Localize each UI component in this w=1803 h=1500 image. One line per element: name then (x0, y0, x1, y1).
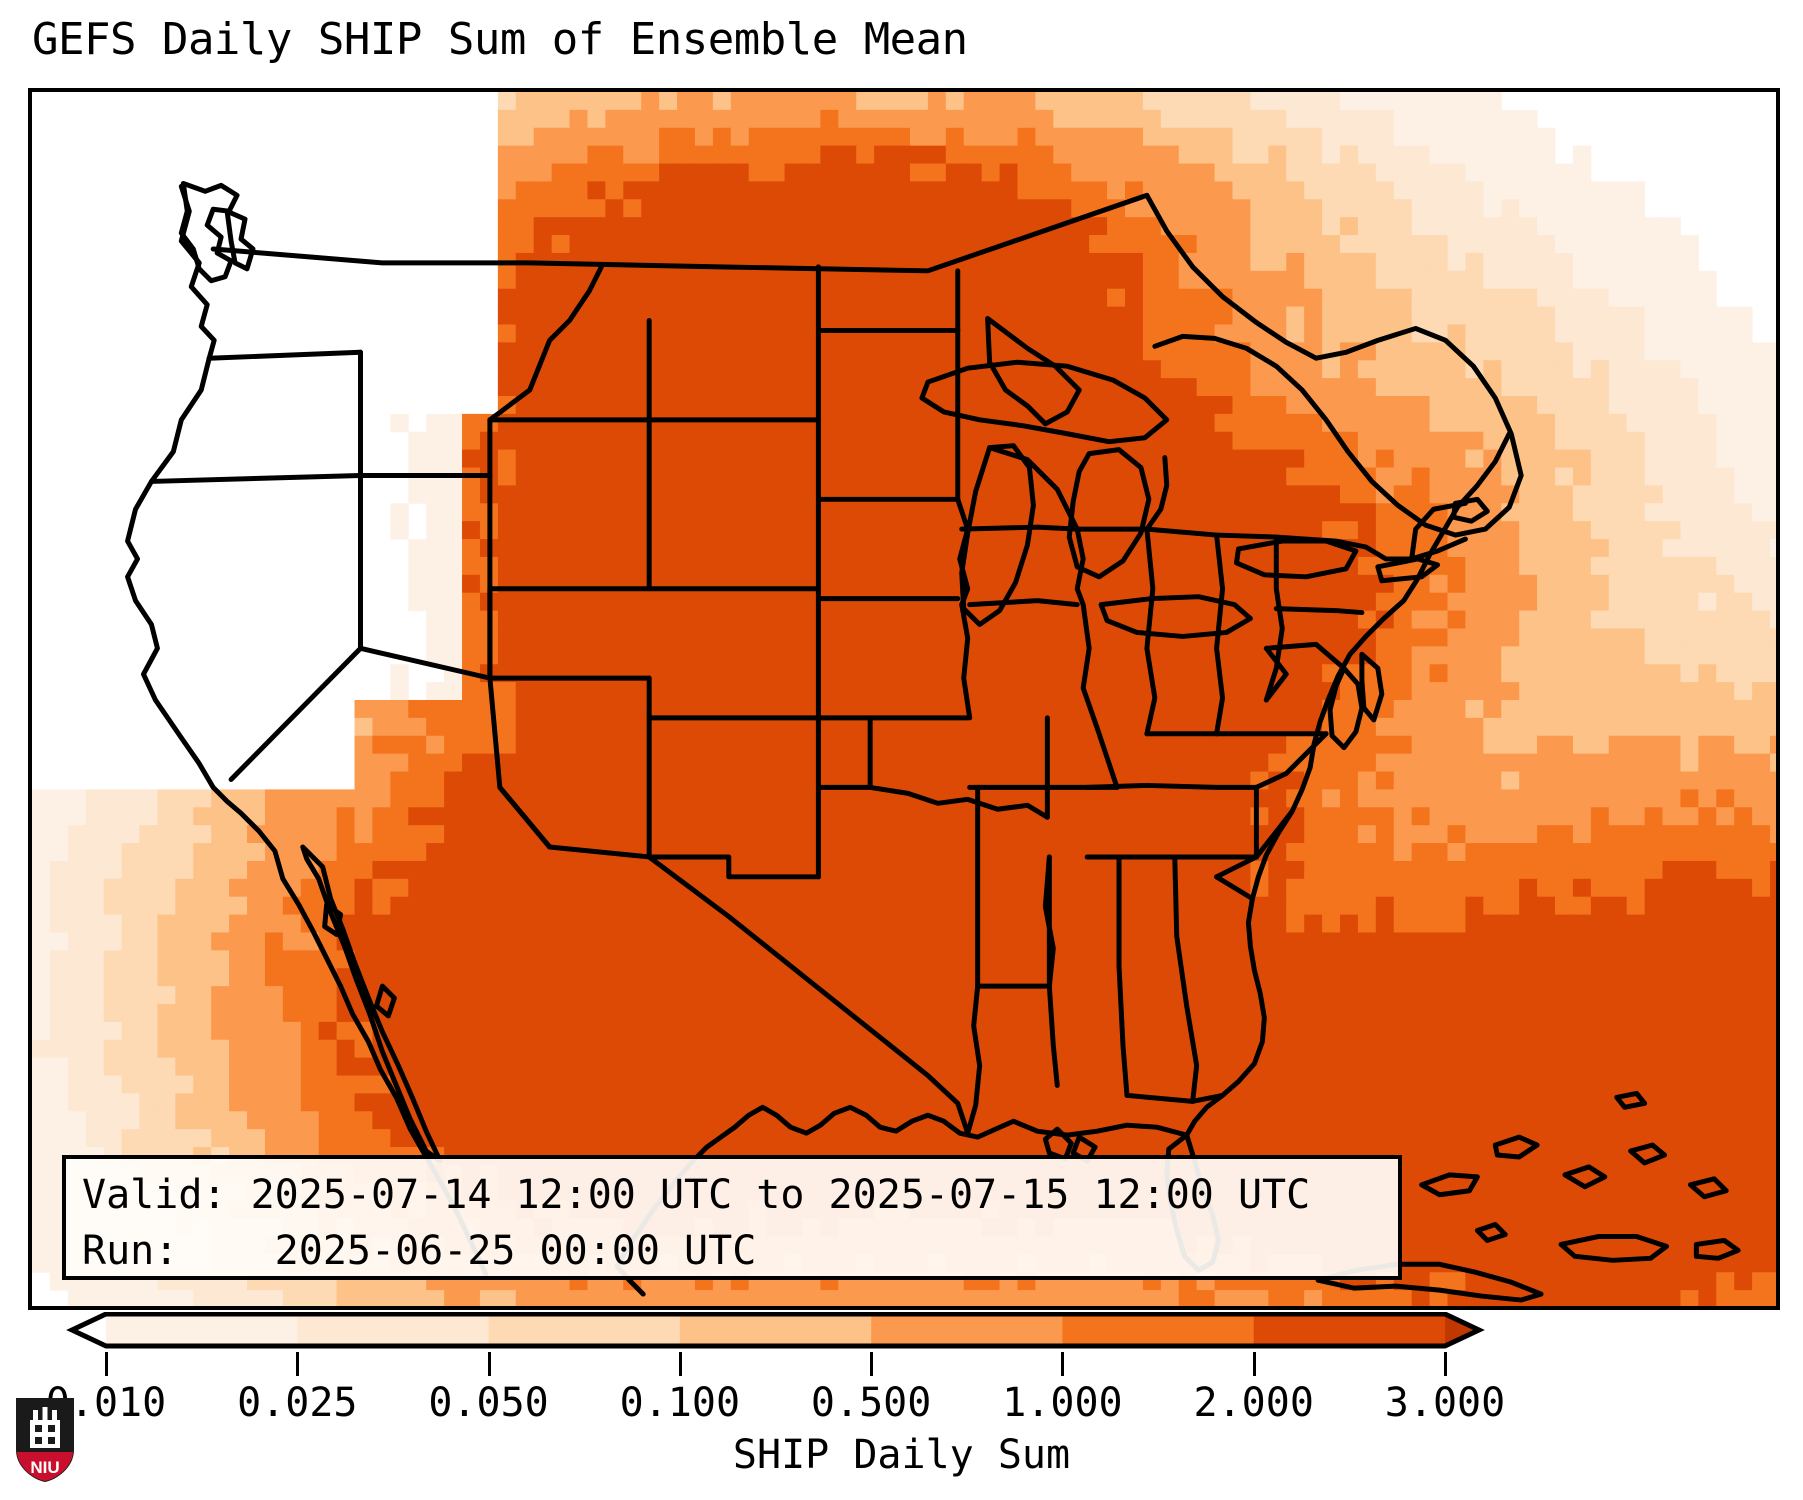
colorbar-tick-label: 0.050 (428, 1380, 549, 1426)
colorbar-tick-label: 0.025 (237, 1380, 358, 1426)
valid-time-text: Valid: 2025-07-14 12:00 UTC to 2025-07-1… (82, 1172, 1311, 1218)
colorbar-band (297, 1314, 490, 1346)
colorbar-tick (487, 1352, 491, 1376)
castle-windows (35, 1425, 55, 1444)
castle-glyph (30, 1407, 60, 1448)
colorbar-over-arrow (1445, 1314, 1479, 1346)
page-title: GEFS Daily SHIP Sum of Ensemble Mean (32, 14, 968, 65)
niu-logo-text: NIU (30, 1458, 59, 1477)
colorbar-tick (1252, 1352, 1256, 1376)
geography-outlines (125, 180, 1741, 1303)
map-heatmap-canvas (32, 92, 1776, 1306)
colorbar-tick (296, 1352, 300, 1376)
colorbar-band (1253, 1314, 1446, 1346)
colorbar-band (1062, 1314, 1255, 1346)
shield-bottom-shape (17, 1452, 73, 1481)
colorbar-tick-labels: 0.010 0.025 0.050 0.100 0.500 1.000 2.000 3.000 (0, 1380, 1803, 1430)
colorbar-tick (1061, 1352, 1065, 1376)
colorbar-band (679, 1314, 872, 1346)
ship-value-grid (32, 92, 1776, 1306)
colorbar-tick (870, 1352, 874, 1376)
colorbar-band (871, 1314, 1064, 1346)
colorbar-tick (1444, 1352, 1447, 1376)
niu-shield-logo: NIU (16, 1398, 74, 1482)
colorbar (0, 1312, 1803, 1358)
colorbar-tick-label: 1.000 (1002, 1380, 1123, 1426)
colorbar-tick-label: 0.500 (810, 1380, 932, 1426)
colorbar-axis-label: SHIP Daily Sum (732, 1432, 1071, 1478)
run-time-text: Run: 2025-06-25 00:00 UTC (82, 1228, 757, 1274)
colorbar-outline (66, 1312, 1485, 1349)
colorbar-tick-label: 0.100 (619, 1380, 741, 1426)
forecast-info-box: Valid: 2025-07-14 12:00 UTC to 2025-07-1… (62, 1155, 1402, 1280)
map-plot-area (28, 88, 1780, 1310)
colorbar-band (488, 1314, 681, 1346)
colorbar-gradient (66, 1312, 1485, 1349)
colorbar-ticks (0, 1352, 1803, 1378)
colorbar-band (106, 1314, 298, 1346)
colorbar-tick-label: 3.000 (1384, 1380, 1506, 1426)
colorbar-tick (678, 1352, 682, 1376)
colorbar-under-arrow (72, 1314, 106, 1346)
colorbar-tick (105, 1352, 108, 1376)
colorbar-tick-label: 2.000 (1193, 1380, 1314, 1426)
